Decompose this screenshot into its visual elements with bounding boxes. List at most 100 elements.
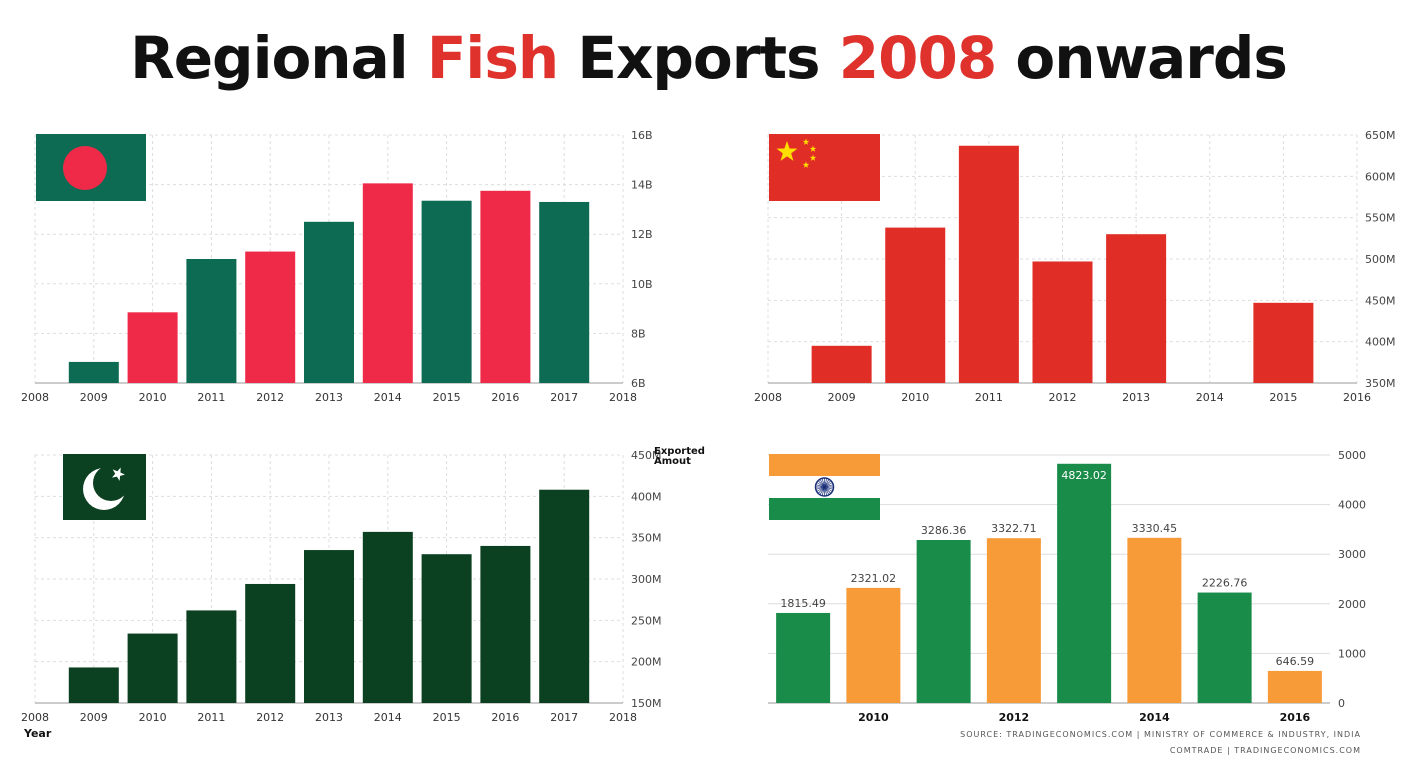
pakistan-bar-2014 [362,531,413,703]
pakistan-xtick-2009: 2009 [80,711,108,724]
pakistan-ytick-5: 400M [631,490,662,503]
bangladesh-bar-2009 [68,361,119,383]
pakistan-bar-2016 [480,545,531,703]
india-flag-saffron-band [769,454,880,476]
china-bar-2010 [885,227,946,383]
pakistan-xtick-2017: 2017 [550,711,578,724]
india-source-line-2: COMTRADE | TRADINGECONOMICS.COM [1169,746,1361,755]
china-flag-small-star-2 [809,145,817,152]
china-xtick-2010: 2010 [901,391,929,404]
pakistan-xtick-2012: 2012 [256,711,284,724]
india-data-label-2014: 3330.45 [1132,522,1178,535]
india-flag-chakra-spoke-11 [815,484,834,490]
india-data-label-2012: 3322.71 [991,522,1037,535]
pakistan-xtick-2013: 2013 [315,711,343,724]
india-data-label-2016: 646.59 [1276,655,1315,668]
china-ytick-3: 500M [1365,253,1396,266]
india-ytick-0: 0 [1338,697,1345,710]
bangladesh-xtick-2009: 2009 [80,391,108,404]
pakistan-bar-2013 [304,550,354,703]
india-chart: 1815.49 2321.02 3286.36 3322.71 4823.02 3330.… [715,440,1417,730]
china-ytick-2: 450M [1365,294,1396,307]
pakistan-flag-star [112,467,125,481]
pakistan-ytick-1: 200M [631,656,662,669]
pakistan-xtick-2011: 2011 [197,711,225,724]
india-data-label-2009: 1815.49 [780,597,826,610]
china-bar-2009 [811,345,872,383]
bangladesh-xtick-2008: 2008 [21,391,49,404]
pakistan-ytick-3: 300M [631,573,662,586]
china-ytick-4: 550M [1365,212,1396,225]
pakistan-bar-2010 [127,633,178,703]
china-xtick-2014: 2014 [1196,391,1224,404]
china-bar-2012 [1032,261,1093,383]
bangladesh-xtick-2014: 2014 [374,391,402,404]
india-xtick-2016: 2016 [1280,711,1311,724]
india-xtick-2010: 2010 [858,711,889,724]
china-flag [769,134,880,201]
pakistan-xtick-2016: 2016 [491,711,519,724]
pakistan-flag [63,454,146,520]
india-ytick-3: 3000 [1338,548,1366,561]
pakistan-ytick-4: 350M [631,532,662,545]
pakistan-bar-2017 [539,489,590,703]
pakistan-chart-svg: 2008 2009 2010 2011 2012 2013 2014 2015 2016 2017… [21,446,705,740]
bangladesh-ytick-5: 16B [631,129,653,142]
bangladesh-bar-2015 [421,200,472,383]
india-bar-2011 [916,539,971,703]
bangladesh-ytick-4: 14B [631,179,653,192]
pakistan-xtick-2014: 2014 [374,711,402,724]
china-xtick-2008: 2008 [754,391,782,404]
bangladesh-chart: 2008 2009 2010 2011 2012 2013 2014 2015 2016 2017… [0,120,700,420]
bangladesh-xtick-2017: 2017 [550,391,578,404]
pakistan-ytick-6: 450M [631,449,662,462]
india-ytick-2: 2000 [1338,598,1366,611]
india-bar-2013 [1057,463,1112,703]
china-flag-small-star-4 [802,161,810,168]
china-ytick-6: 650M [1365,129,1396,142]
india-chart-svg: 1815.49 2321.02 3286.36 3322.71 4823.02 3330.… [768,449,1366,724]
pakistan-ytick-0: 150M [631,697,662,710]
china-bar-2011 [958,145,1019,383]
title-part-fish: Fish [426,24,559,92]
china-flag-field [769,134,880,201]
pakistan-ytick-2: 250M [631,614,662,627]
india-xtick-2014: 2014 [1139,711,1170,724]
india-data-label-2013: 4823.02 [1061,469,1107,482]
bangladesh-bar-2013 [304,221,354,383]
bangladesh-xtick-2016: 2016 [491,391,519,404]
china-ytick-1: 400M [1365,336,1396,349]
pakistan-xtick-2008: 2008 [21,711,49,724]
bangladesh-ytick-2: 10B [631,278,653,291]
bangladesh-bar-2014 [362,183,413,383]
china-bar-2015 [1253,302,1314,383]
title-part-regional: Regional [130,24,427,92]
china-ytick-0: 350M [1365,377,1396,390]
bangladesh-ytick-0: 6B [631,377,646,390]
pakistan-bar-2012 [245,583,296,703]
bangladesh-ytick-3: 12B [631,228,653,241]
china-chart: 2008 2009 2010 2011 2012 2013 2014 2015 2016 350M… [715,120,1417,420]
india-ytick-5: 5000 [1338,449,1366,462]
india-data-label-2011: 3286.36 [921,524,967,537]
pakistan-ylabel-line2: Amout [654,456,691,467]
bangladesh-chart-svg: 2008 2009 2010 2011 2012 2013 2014 2015 2016 2017… [21,129,653,404]
china-xtick-2016: 2016 [1343,391,1371,404]
bangladesh-xtick-2011: 2011 [197,391,225,404]
pakistan-xtick-2010: 2010 [139,711,167,724]
india-flag-green-band [769,498,880,520]
bangladesh-xtick-2013: 2013 [315,391,343,404]
china-xtick-2015: 2015 [1269,391,1297,404]
india-ytick-4: 4000 [1338,499,1366,512]
india-xtick-2012: 2012 [999,711,1030,724]
india-data-label-2015: 2226.76 [1202,577,1248,590]
pakistan-xlabel: Year [23,727,52,740]
title-part-exports: Exports [558,24,839,92]
china-flag-small-star-3 [809,154,817,161]
china-xtick-2011: 2011 [975,391,1003,404]
page-title: Regional Fish Exports 2008 onwards [0,18,1417,98]
bangladesh-xtick-2010: 2010 [139,391,167,404]
bangladesh-bar-2012 [245,251,296,383]
bangladesh-bar-2010 [127,312,178,383]
pakistan-xtick-2015: 2015 [433,711,461,724]
